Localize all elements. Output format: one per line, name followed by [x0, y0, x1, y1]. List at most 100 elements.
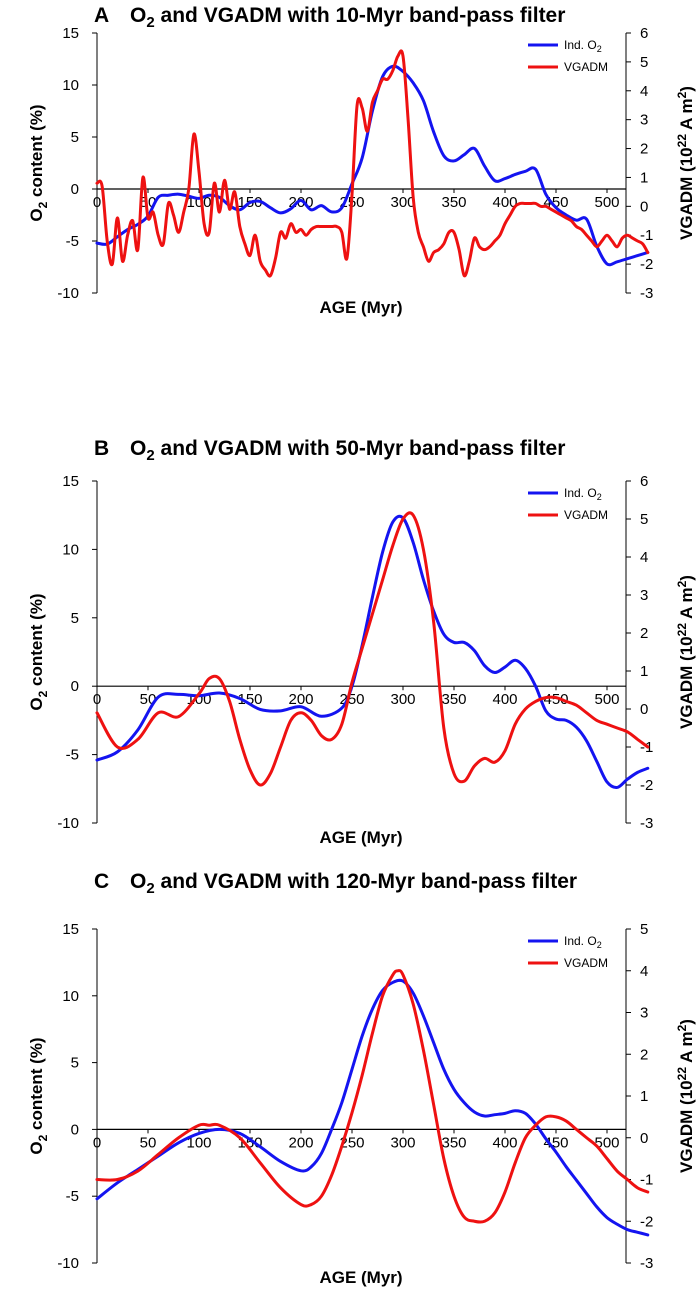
- left-tick-label: 10: [62, 988, 79, 1005]
- panel-label: B: [94, 437, 109, 460]
- right-tick-label: -2: [640, 777, 653, 794]
- legend-text: Ind. O: [564, 486, 597, 500]
- legend-entry: Ind. O2: [564, 934, 602, 950]
- title-text: and VGADM with 10-Myr band-pass filter: [155, 4, 566, 27]
- left-tick-label: 5: [71, 610, 79, 627]
- right-tick-label: -2: [640, 256, 653, 273]
- right-tick-label: -2: [640, 1213, 653, 1230]
- label-text: O: [27, 1141, 46, 1154]
- panel-title: O2 and VGADM with 10-Myr band-pass filte…: [130, 4, 565, 31]
- panel-title: O2 and VGADM with 50-Myr band-pass filte…: [130, 437, 565, 464]
- x-tick-label: 150: [237, 1134, 262, 1151]
- label-text: content (%): [27, 1037, 46, 1134]
- right-tick-label: 2: [640, 625, 648, 642]
- label-text: O: [27, 208, 46, 221]
- label-text: VGADM (10: [677, 1080, 696, 1173]
- label-superscript: 2: [675, 91, 689, 98]
- label-superscript: 22: [675, 134, 689, 148]
- label-text: VGADM (10: [677, 147, 696, 240]
- label-subscript: 2: [36, 1134, 50, 1141]
- title-text: O: [130, 437, 146, 460]
- panel-title: O2 and VGADM with 120-Myr band-pass filt…: [130, 870, 577, 897]
- x-tick-label: 0: [93, 1134, 101, 1151]
- right-y-axis-label: VGADM (1022 A m2): [675, 575, 696, 729]
- right-tick-label: 1: [640, 1088, 648, 1105]
- legend-subscript: 2: [597, 940, 602, 950]
- right-tick-label: 5: [640, 511, 648, 528]
- right-tick-label: 3: [640, 112, 648, 129]
- left-tick-label: -5: [66, 1188, 79, 1205]
- x-tick-label: 200: [288, 691, 313, 708]
- right-tick-label: 5: [640, 54, 648, 71]
- x-tick-label: 200: [288, 1134, 313, 1151]
- label-superscript: 22: [675, 623, 689, 637]
- label-text: ): [677, 575, 696, 581]
- x-tick-label: 400: [492, 691, 517, 708]
- label-subscript: 2: [36, 201, 50, 208]
- legend-entry: Ind. O2: [564, 486, 602, 502]
- series-line-vgadm: [95, 511, 650, 787]
- series-line-ind-o2: [95, 978, 650, 1237]
- title-text: and VGADM with 50-Myr band-pass filter: [155, 437, 566, 460]
- panel-label: A: [94, 4, 109, 27]
- right-tick-label: -3: [640, 815, 653, 832]
- x-tick-label: 300: [390, 194, 415, 211]
- x-tick-label: 50: [140, 1134, 157, 1151]
- left-y-axis-label: O2 content (%): [27, 593, 50, 710]
- legend-entry: VGADM: [564, 60, 608, 74]
- legend-text: VGADM: [564, 508, 608, 522]
- x-axis-label: AGE (Myr): [319, 298, 402, 317]
- title-subscript: 2: [146, 447, 154, 464]
- x-tick-label: 50: [140, 691, 157, 708]
- label-text: ): [677, 86, 696, 92]
- title-subscript: 2: [146, 14, 154, 31]
- legend-text: Ind. O: [564, 934, 597, 948]
- x-tick-label: 450: [543, 691, 568, 708]
- x-tick-label: 450: [543, 1134, 568, 1151]
- title-text: O: [130, 4, 146, 27]
- title-subscript: 2: [146, 880, 154, 897]
- left-tick-label: 10: [62, 77, 79, 94]
- left-tick-label: 5: [71, 1055, 79, 1072]
- left-tick-label: 15: [62, 921, 79, 938]
- left-y-axis-label: O2 content (%): [27, 1037, 50, 1154]
- x-axis-label: AGE (Myr): [319, 1268, 402, 1287]
- legend-text: VGADM: [564, 956, 608, 970]
- left-tick-label: -5: [66, 233, 79, 250]
- right-tick-label: 4: [640, 963, 648, 980]
- left-tick-label: 0: [71, 181, 79, 198]
- x-tick-label: 350: [441, 194, 466, 211]
- x-tick-label: 400: [492, 1134, 517, 1151]
- right-tick-label: 6: [640, 25, 648, 42]
- x-tick-label: 0: [93, 691, 101, 708]
- right-tick-label: 0: [640, 701, 648, 718]
- label-text: ): [677, 1019, 696, 1025]
- label-text: A m: [677, 587, 696, 623]
- label-text: A m: [677, 1031, 696, 1067]
- legend-text: Ind. O: [564, 38, 597, 52]
- left-y-axis-label: O2 content (%): [27, 104, 50, 221]
- right-tick-label: 3: [640, 587, 648, 604]
- legend-text: VGADM: [564, 60, 608, 74]
- left-tick-label: -10: [57, 1255, 79, 1272]
- panel-label: C: [94, 870, 109, 893]
- label-text: content (%): [27, 593, 46, 690]
- right-tick-label: 0: [640, 1130, 648, 1147]
- panel-b: B O2 and VGADM with 50-Myr band-pass filt…: [27, 437, 696, 847]
- x-tick-label: 100: [186, 1134, 211, 1151]
- right-tick-label: -3: [640, 1255, 653, 1272]
- label-text: O: [27, 697, 46, 710]
- right-tick-label: 1: [640, 169, 648, 186]
- legend-subscript: 2: [597, 44, 602, 54]
- label-superscript: 2: [675, 1024, 689, 1031]
- left-tick-label: -10: [57, 815, 79, 832]
- x-tick-label: 0: [93, 194, 101, 211]
- title-text: and VGADM with 120-Myr band-pass filter: [155, 870, 577, 893]
- left-tick-label: 15: [62, 25, 79, 42]
- right-tick-label: -1: [640, 1172, 653, 1189]
- x-tick-label: 150: [237, 691, 262, 708]
- right-tick-label: 5: [640, 921, 648, 938]
- left-tick-label: 0: [71, 678, 79, 695]
- x-tick-label: 300: [390, 1134, 415, 1151]
